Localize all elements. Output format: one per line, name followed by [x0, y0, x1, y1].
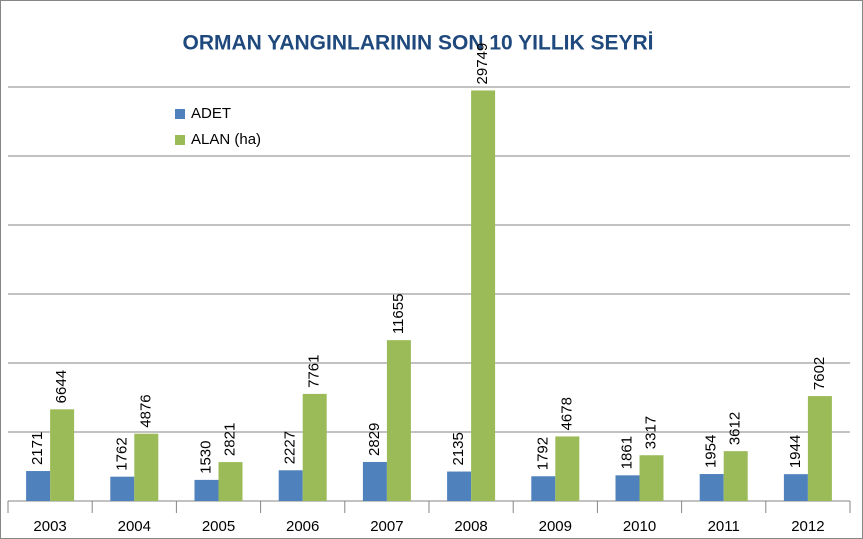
- x-tick-label: 2011: [708, 518, 740, 535]
- bar: [471, 90, 496, 501]
- x-tick-label: 2009: [539, 518, 572, 535]
- bar: [783, 474, 808, 501]
- data-label: 2227: [282, 431, 299, 464]
- bar: [807, 396, 832, 501]
- bar: [723, 451, 748, 501]
- data-label: 7761: [306, 355, 323, 388]
- data-label: 3317: [642, 416, 659, 449]
- bar: [447, 471, 472, 501]
- data-label: 1762: [113, 437, 130, 470]
- data-label: 2821: [221, 423, 238, 456]
- x-tick-label: 2007: [370, 518, 403, 535]
- bar: [50, 409, 75, 501]
- legend-swatch: [175, 109, 185, 119]
- x-tick-label: 2006: [286, 518, 319, 535]
- bar: [194, 479, 219, 501]
- data-label: 29749: [474, 43, 491, 85]
- x-tick-label: 2004: [118, 518, 151, 535]
- data-label: 4876: [137, 394, 154, 427]
- bar: [302, 393, 327, 501]
- data-label: 1944: [787, 435, 804, 468]
- data-label: 6644: [53, 370, 70, 403]
- bar: [555, 436, 580, 501]
- bar: [639, 455, 664, 501]
- bar: [134, 433, 159, 501]
- x-tick-label: 2008: [454, 518, 487, 535]
- bar: [362, 461, 387, 501]
- bar: [26, 471, 51, 501]
- bar: [278, 470, 303, 501]
- legend-label: ALAN (ha): [191, 131, 261, 148]
- data-label: 4678: [558, 397, 575, 430]
- data-label: 11655: [390, 294, 407, 335]
- legend-swatch: [175, 135, 185, 145]
- bar: [110, 476, 135, 501]
- x-tick-label: 2010: [623, 518, 656, 535]
- bar: [218, 462, 243, 501]
- chart-title: ORMAN YANGINLARININ SON 10 YILLIK SEYRİ: [182, 32, 653, 55]
- data-label: 1792: [534, 437, 551, 470]
- data-label: 2135: [450, 432, 467, 465]
- data-label: 2829: [366, 423, 383, 456]
- data-label: 1861: [618, 436, 635, 469]
- legend-label: ADET: [191, 105, 231, 122]
- data-label: 7602: [811, 357, 828, 390]
- bar: [386, 340, 411, 501]
- data-label: 3612: [727, 412, 744, 445]
- bar: [615, 475, 640, 501]
- x-tick-label: 2012: [791, 518, 824, 535]
- bar: [699, 474, 724, 501]
- bar: [531, 476, 556, 501]
- data-label: 1530: [197, 441, 214, 474]
- x-tick-label: 2003: [33, 518, 66, 535]
- data-label: 2171: [29, 432, 46, 465]
- data-label: 1954: [703, 435, 720, 468]
- x-tick-label: 2005: [202, 518, 235, 535]
